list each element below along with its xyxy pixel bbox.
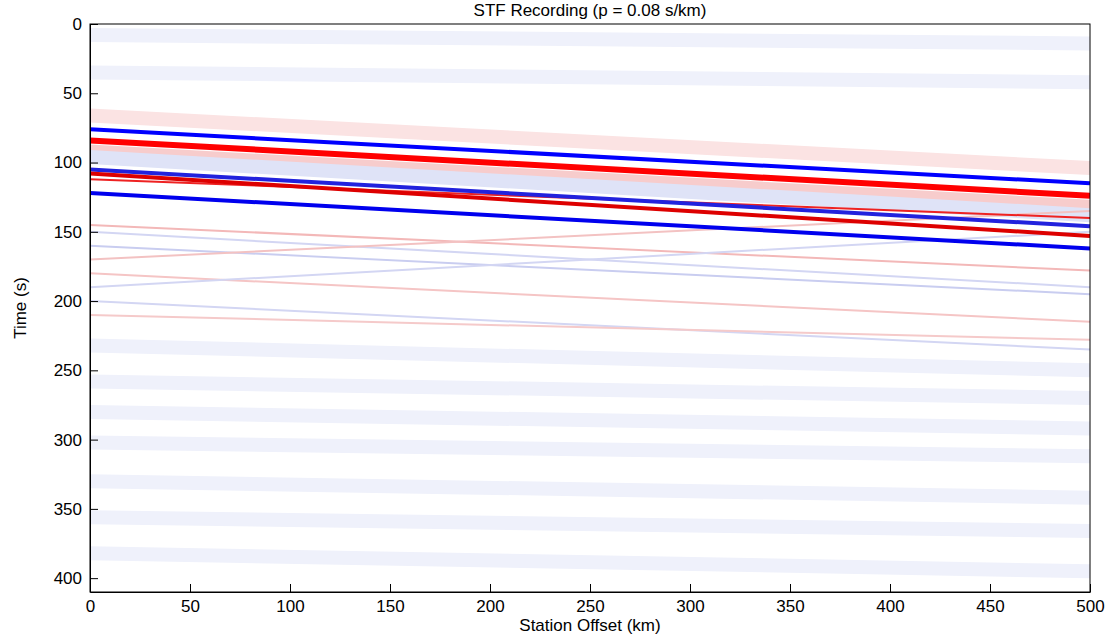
event-line — [90, 129, 1090, 183]
tick-label: 150 — [54, 223, 82, 242]
chart: 0 50 100 150 200 250 300 350 400 450 500 0 50 100 150 2… — [0, 0, 1118, 639]
event-line — [90, 553, 1090, 571]
tick-label: 250 — [576, 597, 604, 616]
tick: 100 — [54, 153, 98, 172]
tick-mark — [1090, 584, 1091, 592]
event-line — [90, 72, 1090, 82]
tick: 350 — [54, 500, 98, 519]
tick: 150 — [54, 223, 98, 242]
tick-mark — [490, 584, 491, 592]
tick-label: 500 — [1076, 597, 1104, 616]
event-line — [90, 315, 1090, 340]
tick-label: 200 — [476, 597, 504, 616]
tick-mark — [90, 163, 98, 164]
tick-mark — [390, 584, 391, 592]
tick: 400 — [876, 584, 904, 616]
tick-label: 250 — [54, 361, 82, 380]
tick-label: 0 — [73, 15, 82, 34]
tick: 500 — [1076, 584, 1104, 616]
tick-label: 300 — [54, 431, 82, 450]
event-line — [90, 225, 1090, 271]
event-line — [90, 140, 1090, 195]
event-line — [90, 442, 1090, 456]
tick-label: 350 — [776, 597, 804, 616]
y-axis-title: Time (s) — [11, 277, 30, 339]
plot-area: 0 50 100 150 200 250 300 350 400 450 500 0 50 100 150 2… — [54, 15, 1105, 616]
tick-label: 0 — [86, 597, 95, 616]
tick-mark — [90, 301, 98, 302]
events — [90, 35, 1090, 571]
event-line — [90, 381, 1090, 398]
event-line — [90, 35, 1090, 43]
tick: 50 — [63, 84, 98, 103]
event-line — [90, 345, 1090, 370]
event-line — [90, 301, 1090, 349]
tick-label: 100 — [54, 153, 82, 172]
plot-background — [90, 24, 1090, 592]
tick-mark — [890, 584, 891, 592]
axis-line — [91, 592, 1091, 593]
event-line — [90, 412, 1090, 429]
plot-frame — [90, 24, 1090, 592]
x-axis: 0 50 100 150 200 250 300 350 400 450 500 — [86, 584, 1105, 616]
tick-label: 450 — [976, 597, 1004, 616]
y-axis: 0 50 100 150 200 250 300 350 400 — [54, 15, 98, 593]
tick: 50 — [181, 584, 200, 616]
event-line — [90, 481, 1090, 498]
tick-mark — [290, 584, 291, 592]
event-line — [90, 174, 1090, 236]
tick-mark — [690, 584, 691, 592]
axis-line — [90, 25, 91, 593]
tick-mark — [90, 24, 98, 25]
tick-label: 150 — [376, 597, 404, 616]
tick: 300 — [676, 584, 704, 616]
title: STF Recording (p = 0.08 s/km) — [474, 1, 707, 20]
tick-label: 50 — [63, 84, 82, 103]
tick-mark — [90, 440, 98, 441]
tick-mark — [90, 370, 98, 371]
tick: 100 — [276, 584, 304, 616]
tick-label: 100 — [276, 597, 304, 616]
tick-label: 300 — [676, 597, 704, 616]
event-line — [90, 273, 1090, 321]
tick: 250 — [54, 361, 98, 380]
tick-mark — [90, 93, 98, 94]
tick-mark — [990, 584, 991, 592]
tick: 0 — [73, 15, 98, 34]
event-line — [90, 193, 1090, 248]
tick-mark — [590, 584, 591, 592]
tick: 400 — [54, 569, 98, 588]
x-axis-title: Station Offset (km) — [519, 616, 660, 635]
event-line — [90, 517, 1090, 531]
event-line — [90, 169, 1090, 226]
tick: 150 — [376, 584, 404, 616]
tick-label: 200 — [54, 292, 82, 311]
tick-mark — [90, 509, 98, 510]
tick: 300 — [54, 431, 98, 450]
tick-label: 50 — [181, 597, 200, 616]
tick-mark — [790, 584, 791, 592]
tick-mark — [90, 232, 98, 233]
tick: 200 — [476, 584, 504, 616]
tick-label: 400 — [54, 569, 82, 588]
tick-mark — [190, 584, 191, 592]
tick-label: 350 — [54, 500, 82, 519]
tick: 350 — [776, 584, 804, 616]
tick: 250 — [576, 584, 604, 616]
tick-mark — [90, 578, 98, 579]
tick: 450 — [976, 584, 1004, 616]
tick-label: 400 — [876, 597, 904, 616]
tick: 200 — [54, 292, 98, 311]
